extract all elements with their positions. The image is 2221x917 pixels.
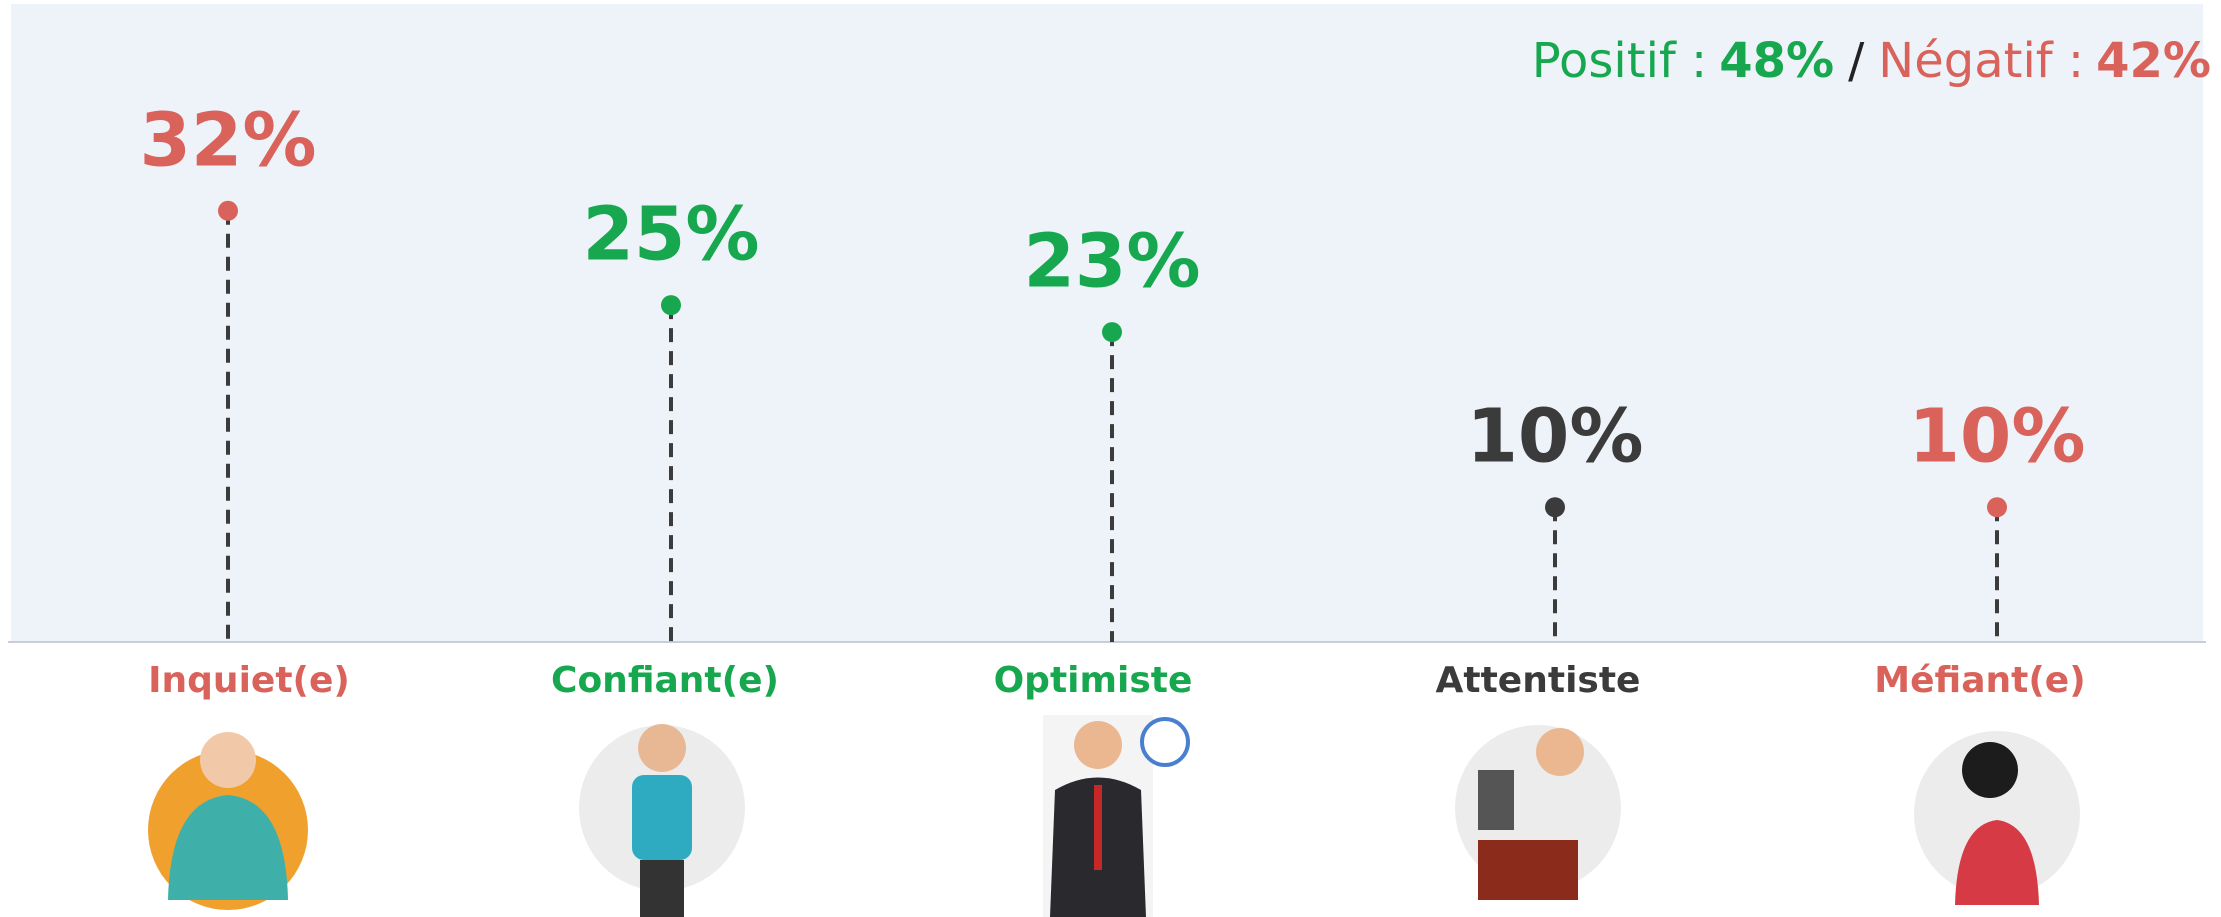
summary-name: Positif : — [1532, 33, 1707, 89]
value-label: 10% — [1908, 394, 2085, 480]
separator: / — [1848, 33, 1865, 89]
dot — [661, 295, 681, 316]
avatar-body — [1955, 820, 2039, 905]
avatar-head — [1074, 721, 1122, 769]
avatar-bg — [1914, 731, 2080, 897]
category-label: Confiant(e) — [551, 660, 779, 701]
plot-panel — [11, 4, 2203, 642]
avatar-head — [638, 724, 686, 772]
avatar-body — [168, 795, 288, 900]
dot — [218, 200, 238, 221]
avatar-body — [632, 775, 692, 860]
category-label: Attentiste — [1436, 660, 1641, 701]
avatar-hair — [1962, 742, 2018, 798]
illustrations — [148, 715, 2080, 917]
category-label: Méfiant(e) — [1874, 660, 2085, 701]
avatar-head — [200, 732, 256, 788]
avatar-head — [1536, 728, 1584, 776]
dot — [1987, 497, 2007, 518]
value-label: 23% — [1023, 219, 1200, 305]
category-label: Optimiste — [994, 660, 1193, 701]
summary-name: Négatif : — [1878, 33, 2084, 89]
value-label: 25% — [582, 192, 759, 278]
avatar-tie — [1094, 785, 1102, 870]
monitor — [1478, 770, 1514, 830]
summary: Positif :48% / Négatif :42% — [1532, 33, 2211, 89]
dot — [1102, 322, 1122, 343]
summary-value: 48% — [1719, 33, 1834, 89]
value-label: 10% — [1466, 394, 1643, 480]
clock — [1140, 717, 1190, 767]
category-label: Inquiet(e) — [148, 660, 350, 701]
value-label: 32% — [139, 97, 316, 183]
summary-value: 42% — [2096, 33, 2211, 89]
avatar-legs — [640, 860, 684, 917]
dot — [1545, 497, 1565, 518]
desk — [1478, 840, 1578, 900]
